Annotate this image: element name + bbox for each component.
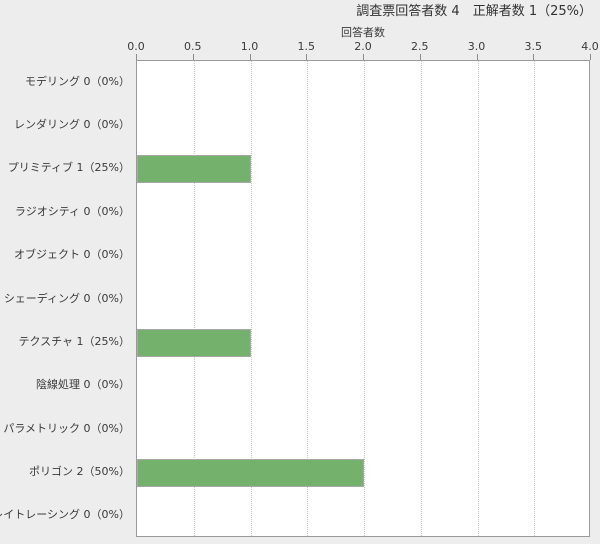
chart-title: 調査票回答者数 4 正解者数 1（25%）	[356, 4, 592, 19]
category-label: ラジオシティ 0（0%）	[14, 204, 130, 218]
x-axis-tick-label: 4.0	[581, 40, 599, 53]
x-axis-tick-label: 0.5	[184, 40, 202, 53]
x-axis-tick-label: 1.0	[240, 40, 259, 53]
x-axis-tick	[476, 54, 478, 60]
gridline	[420, 61, 422, 536]
x-axis-tick	[419, 54, 421, 60]
x-axis-tick-label: 3.0	[467, 40, 486, 53]
x-axis-tick	[363, 54, 364, 60]
category-label: プリミティブ 1（25%）	[7, 161, 130, 175]
category-label: パラメトリック 0（0%）	[3, 421, 130, 435]
x-axis-tick-label: 2.5	[411, 40, 429, 53]
category-label: テクスチャ 1（25%）	[18, 334, 130, 348]
category-label: 陰線処理 0（0%）	[36, 378, 130, 392]
x-axis-tick	[306, 54, 308, 60]
bar	[137, 155, 251, 184]
category-label: モデリング 0（0%）	[25, 74, 130, 88]
x-axis-tick	[192, 54, 194, 60]
bar	[137, 458, 364, 487]
x-axis-tick	[136, 54, 137, 60]
x-axis-label: 回答者数	[341, 26, 385, 39]
gridline	[250, 61, 252, 536]
gridline	[193, 61, 195, 536]
category-label: オブジェクト 0（0%）	[14, 248, 130, 262]
category-label: シェーディング 0（0%）	[3, 291, 130, 305]
gridline	[534, 61, 536, 536]
x-axis-tick	[249, 54, 251, 60]
plot-area	[136, 60, 590, 537]
bar	[137, 328, 251, 357]
gridline	[307, 61, 309, 536]
category-label: レイトレーシング 0（0%）	[0, 508, 130, 522]
x-axis-tick-label: 3.5	[524, 40, 543, 53]
x-axis-tick-label: 2.0	[354, 40, 372, 53]
x-axis-tick-label: 1.5	[297, 40, 316, 53]
x-axis-tick	[590, 54, 591, 60]
category-label: ポリゴン 2（50%）	[29, 464, 130, 478]
gridline	[477, 61, 479, 536]
gridline	[364, 61, 365, 536]
category-label: レンダリング 0（0%）	[14, 118, 130, 132]
x-axis-tick	[533, 54, 535, 60]
x-axis-tick-label: 0.0	[127, 40, 145, 53]
